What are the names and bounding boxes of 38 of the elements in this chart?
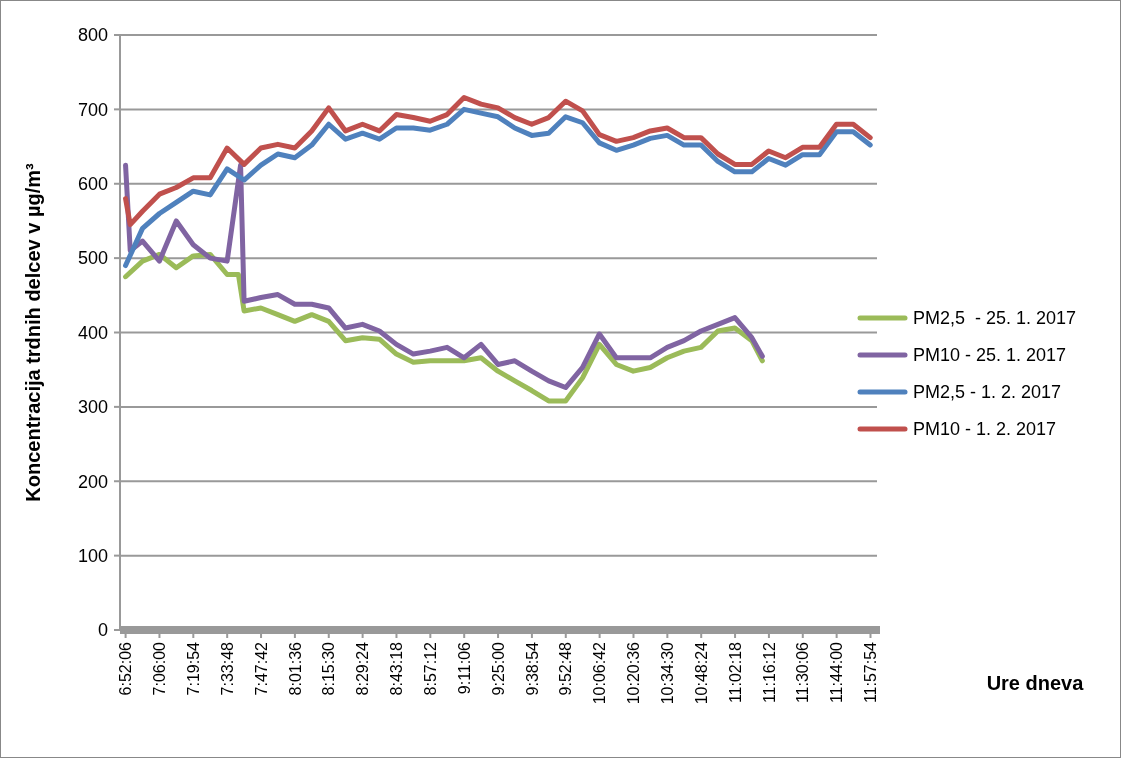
x-tick-label: 11:44:00 — [828, 641, 846, 704]
x-tick-label: 7:33:48 — [218, 641, 236, 696]
legend-label: PM2,5 - 1. 2. 2017 — [913, 382, 1062, 403]
y-tick-label: 200 — [77, 471, 108, 492]
text: Ure dneva — [986, 672, 1085, 694]
x-tick-label: 9:25:00 — [489, 641, 507, 696]
x-tick-label: 8:29:24 — [354, 641, 372, 696]
x-tick-label: 11:30:06 — [794, 641, 812, 704]
legend-label: PM10 - 25. 1. 2017 — [913, 345, 1067, 366]
legend-label: PM10 - 1. 2. 2017 — [913, 419, 1057, 440]
x-tick-label: 8:01:36 — [286, 641, 304, 696]
x-tick-label: 11:02:18 — [726, 641, 744, 704]
legend-label: PM2,5 - 25. 1. 2017 — [913, 308, 1077, 329]
y-tick-label: 0 — [97, 620, 108, 641]
y-axis-title: Koncentracija trdnih delcev v µg/m³ — [22, 163, 44, 502]
x-tick-label: 11:57:54 — [862, 641, 880, 704]
y-tick-label: 300 — [77, 397, 108, 418]
x-tick-label: 8:43:18 — [388, 641, 406, 696]
x-tick-label: 8:15:30 — [320, 641, 338, 696]
x-tick-label: 10:06:42 — [591, 641, 609, 705]
x-tick-label: 9:38:54 — [523, 641, 541, 696]
y-tick-label: 400 — [77, 322, 108, 343]
x-tick-label: 10:34:30 — [658, 641, 676, 705]
y-tick-label: 700 — [77, 99, 108, 120]
x-tick-label: 8:57:12 — [421, 641, 439, 696]
x-tick-label: 9:11:06 — [455, 641, 473, 695]
x-tick-label: 6:52:06 — [117, 641, 135, 696]
x-tick-label: 7:06:00 — [151, 641, 169, 696]
y-tick-label: 800 — [77, 25, 108, 46]
x-tick-label: 7:19:54 — [184, 641, 202, 696]
y-tick-label: 500 — [77, 248, 108, 269]
x-tick-label: 7:47:42 — [252, 641, 270, 696]
y-tick-label: 100 — [77, 545, 108, 566]
x-tick-label: 9:52:48 — [557, 641, 575, 696]
x-tick-label: 10:20:36 — [625, 641, 643, 705]
x-tick-label: 10:48:24 — [692, 641, 710, 705]
x-tick-label: 11:16:12 — [760, 641, 778, 704]
y-tick-label: 600 — [77, 174, 108, 195]
